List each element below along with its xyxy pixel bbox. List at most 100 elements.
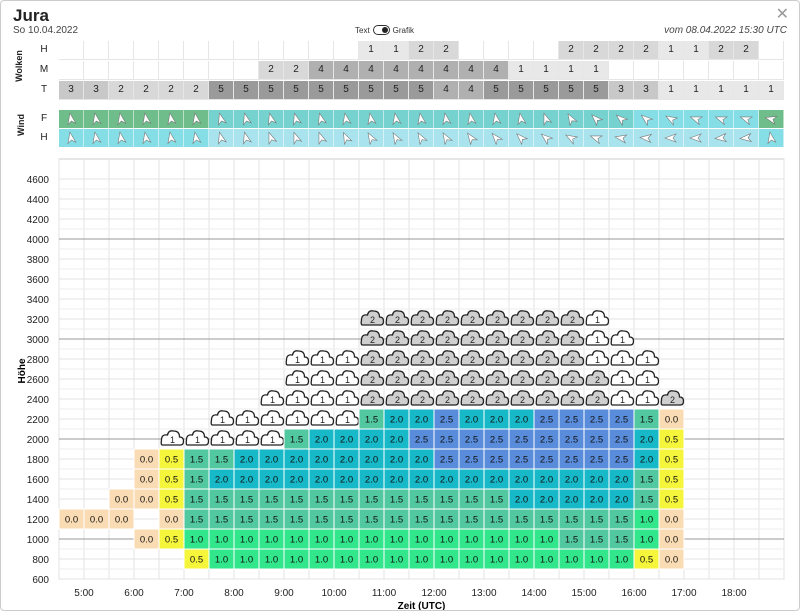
- cloud-cell: [259, 41, 284, 60]
- cloud-row-label: M: [39, 64, 49, 75]
- cloud-cell: 5: [359, 81, 384, 100]
- wind-arrow-icon: [567, 113, 578, 126]
- cloud-cell: 1: [684, 81, 709, 100]
- thermal-value-label: 2.0: [590, 475, 603, 486]
- wind-arrow-icon: [392, 112, 402, 126]
- thermal-value-label: 2.0: [315, 435, 328, 446]
- thermal-value-label: 0.0: [665, 415, 678, 426]
- close-icon[interactable]: ✕: [775, 6, 789, 23]
- cloud-count-label: 1: [270, 395, 275, 405]
- wind-arrow-icon: [192, 112, 202, 126]
- y-tick-label: 2200: [27, 415, 50, 426]
- y-tick-label: 2600: [27, 375, 50, 386]
- x-tick-label: 13:00: [471, 588, 496, 599]
- y-tick-label: 3600: [27, 275, 50, 286]
- wind-cell: [309, 129, 334, 147]
- view-switch[interactable]: [372, 25, 390, 35]
- cloud-shape: [285, 390, 310, 406]
- thermal-value-label: 2.5: [515, 435, 528, 446]
- cloud-count-label: 1: [345, 375, 350, 385]
- wind-cell: [459, 129, 484, 147]
- thermal-value-label: 1.5: [365, 415, 378, 426]
- thermal-value-label: 1.5: [190, 495, 203, 506]
- cloud-count-label: 2: [470, 375, 475, 385]
- thermal-value-label: 1.5: [615, 515, 628, 526]
- thermal-value-label: 2.5: [615, 415, 628, 426]
- cloud-cell: [109, 61, 134, 80]
- cloud-cell: 2: [734, 41, 759, 60]
- thermal-value-label: 2.0: [540, 495, 553, 506]
- cloud-shape: [360, 370, 385, 386]
- wind-arrow-icon: [117, 131, 127, 145]
- thermal-value-label: 1.0: [390, 535, 403, 546]
- x-tick-label: 10:00: [321, 588, 346, 599]
- cloud-shape: [285, 410, 310, 426]
- cloud-shape: [385, 350, 410, 366]
- thermal-value-label: 1.5: [340, 495, 353, 506]
- thermal-value-label: 2.0: [315, 455, 328, 466]
- cloud-shape: [460, 390, 485, 406]
- wind-arrow-icon: [664, 133, 677, 143]
- thermal-value-label: 2.0: [415, 415, 428, 426]
- cloud-count-label: 2: [470, 355, 475, 365]
- cloud-shape: [335, 350, 360, 366]
- wind-cell: [309, 110, 334, 128]
- cloud-shape: [635, 390, 660, 406]
- cloud-shape: [410, 370, 435, 386]
- wind-cell: [684, 110, 709, 128]
- wind-cell: [734, 129, 759, 147]
- cloud-count-label: 2: [470, 315, 475, 325]
- cloud-count-label: 2: [520, 315, 525, 325]
- cloud-cell: 4: [334, 61, 359, 80]
- cloud-count-label: 2: [570, 375, 575, 385]
- thermal-value-label: 2.0: [565, 475, 578, 486]
- cloud-shape: [410, 350, 435, 366]
- wind-cell: [609, 129, 634, 147]
- wind-arrow-icon: [467, 112, 477, 126]
- thermal-value-label: 0.5: [165, 455, 178, 466]
- x-tick-label: 15:00: [571, 588, 596, 599]
- cloud-shape: [460, 330, 485, 346]
- wind-cell: [734, 110, 759, 128]
- cloud-icon: 2: [510, 310, 535, 326]
- x-tick-label: 18:00: [721, 588, 746, 599]
- wind-arrow-icon: [367, 112, 377, 126]
- cloud-cell: [659, 61, 684, 80]
- y-tick-label: 3400: [27, 295, 50, 306]
- cloud-icon: 2: [360, 390, 385, 406]
- cloud-count-label: 1: [295, 415, 300, 425]
- cloud-shape: [435, 370, 460, 386]
- wind-cell: [109, 110, 134, 128]
- wind-cell: [109, 129, 134, 147]
- cloud-count-label: 1: [220, 415, 225, 425]
- cloud-cell: 1: [359, 41, 384, 60]
- wind-cell: [659, 129, 684, 147]
- cloud-icon: 1: [260, 390, 285, 406]
- cloud-shape: [585, 370, 610, 386]
- cloud-icon: 1: [310, 350, 335, 366]
- wind-arrow-icon: [714, 116, 729, 126]
- cloud-cell: [159, 41, 184, 60]
- cloud-shape: [635, 350, 660, 366]
- wind-cell: [284, 129, 309, 147]
- cloud-shape: [485, 330, 510, 346]
- cloud-icon: 1: [285, 350, 310, 366]
- cloud-shape: [585, 390, 610, 406]
- y-tick-label: 4600: [27, 175, 50, 186]
- cloud-cell: 1: [659, 81, 684, 100]
- cloud-shape: [485, 310, 510, 326]
- thermal-value-label: 2.0: [340, 455, 353, 466]
- cloud-count-label: 2: [395, 355, 400, 365]
- cloud-count-label: 1: [620, 335, 625, 345]
- cloud-count-label: 1: [295, 355, 300, 365]
- y-tick-label: 1400: [27, 495, 50, 506]
- wind-cell: [84, 129, 109, 147]
- cloud-count-label: 2: [370, 315, 375, 325]
- thermal-value-label: 2.0: [290, 455, 303, 466]
- cloud-shape: [385, 390, 410, 406]
- wind-arrow-icon: [268, 131, 278, 145]
- cloud-shape: [510, 310, 535, 326]
- wind-cell: [609, 110, 634, 128]
